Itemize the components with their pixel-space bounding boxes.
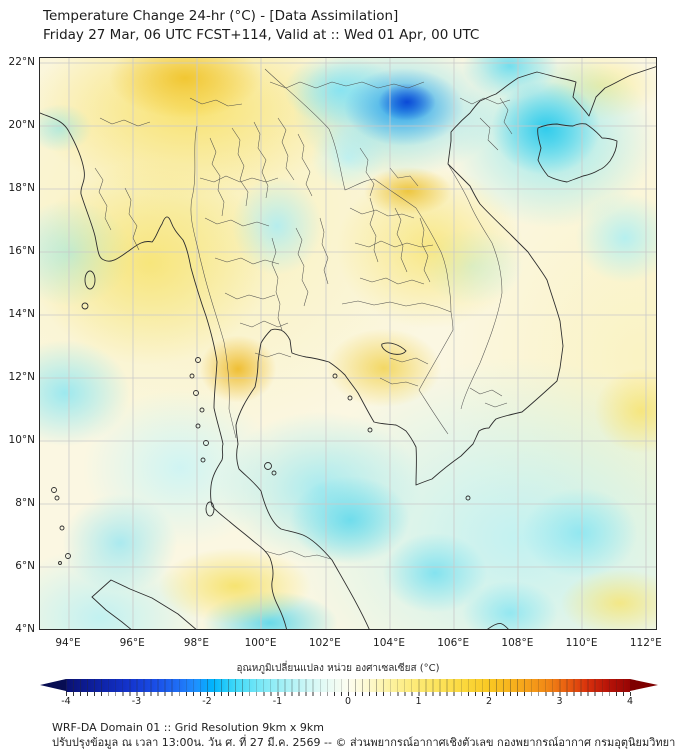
x-axis-label: 94°E <box>55 637 81 649</box>
colorbar-tick-label: -2 <box>202 696 212 707</box>
x-axis-label: 106°E <box>437 637 470 649</box>
y-axis-label: 8°N <box>15 497 35 509</box>
y-axis-label: 20°N <box>8 119 35 131</box>
colorbar-underflow-arrow <box>40 679 66 691</box>
colorbar-label: อุณหภูมิเปลี่ยนแปลง หน่วย องศาเซลเซียส (… <box>236 663 440 674</box>
footer-domain-info: WRF-DA Domain 01 :: Grid Resolution 9km … <box>52 721 324 734</box>
colorbar-tick-label: -3 <box>131 696 142 707</box>
y-axis-label: 22°N <box>8 56 35 68</box>
y-axis-label: 14°N <box>8 308 35 320</box>
page-title: Temperature Change 24-hr (°C) - [Data As… <box>43 8 399 24</box>
x-axis-label: 96°E <box>119 637 145 649</box>
header: Temperature Change 24-hr (°C) - [Data As… <box>43 7 479 45</box>
colorbar-minor-ticks <box>66 692 631 696</box>
colorbar-tick-label: 2 <box>485 696 493 707</box>
colorbar-tick-label: 3 <box>556 696 563 707</box>
colorbar-tick-label: -1 <box>272 696 283 707</box>
x-axis-label: 102°E <box>308 637 341 649</box>
colorbar <box>66 679 630 692</box>
colorbar-segments <box>66 679 630 692</box>
x-axis-label: 104°E <box>373 637 405 649</box>
x-axis-label: 112°E <box>629 637 662 649</box>
colorbar-tick-label: 4 <box>626 696 634 707</box>
gridlines <box>40 58 656 629</box>
axis-ticks <box>39 63 646 630</box>
x-axis-label: 110°E <box>565 637 598 649</box>
map-overlay <box>39 58 656 630</box>
y-axis-label: 18°N <box>8 182 35 194</box>
colorbar-overflow-arrow <box>630 679 658 691</box>
temperature-field <box>40 58 656 629</box>
footer: WRF-DA Domain 01 :: Grid Resolution 9km … <box>52 720 675 750</box>
y-axis-label: 6°N <box>15 560 35 572</box>
footer-update-info: ปรับปรุงข้อมูล ณ เวลา 13:00น. วัน ศ. ที่… <box>52 736 676 749</box>
x-axis-label: 108°E <box>501 637 534 649</box>
map-canvas <box>39 57 657 630</box>
colorbar-tick-label: 0 <box>344 696 352 707</box>
x-axis-label: 100°E <box>244 637 277 649</box>
colorbar-tick-label: -4 <box>61 696 71 707</box>
y-axis-label: 10°N <box>8 434 35 446</box>
y-axis-label: 16°N <box>8 245 35 257</box>
x-axis-label: 98°E <box>183 637 210 649</box>
y-axis-label: 12°N <box>8 371 35 383</box>
colorbar-tick-label: 1 <box>415 696 422 707</box>
coastlines <box>40 66 656 629</box>
province-boundaries <box>94 68 513 560</box>
page-subtitle: Friday 27 Mar, 06 UTC FCST+114, Valid at… <box>43 27 480 43</box>
y-axis-label: 4°N <box>15 623 35 635</box>
